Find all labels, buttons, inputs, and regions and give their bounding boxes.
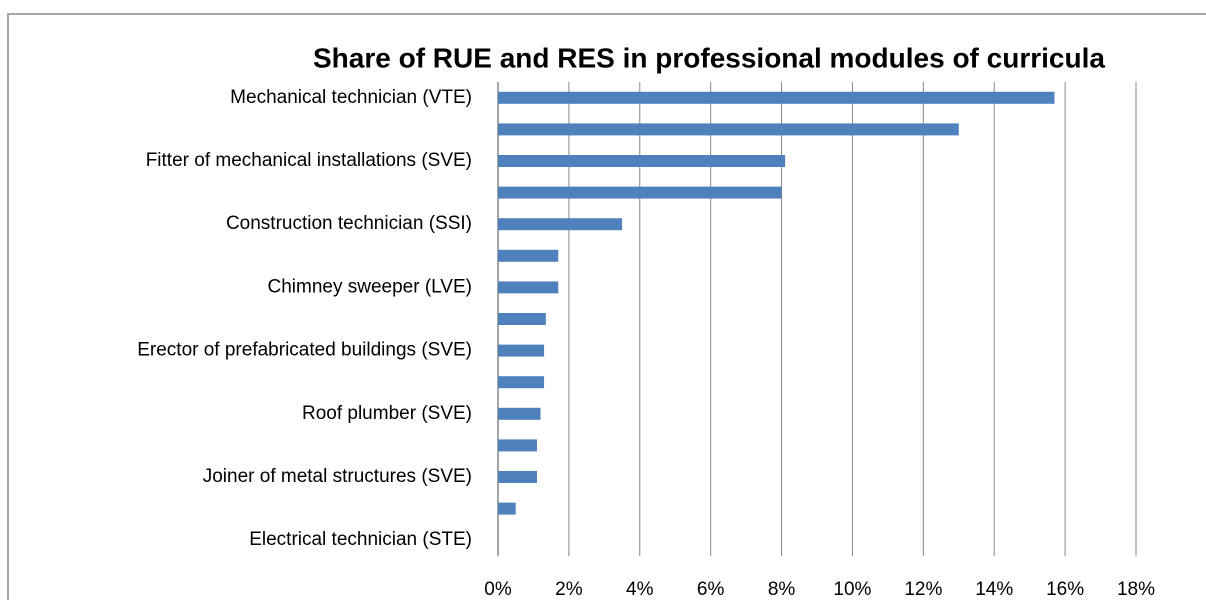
- bar: [498, 376, 545, 389]
- bar: [498, 439, 537, 452]
- y-tick-label: Electrical technician (STE): [249, 529, 472, 550]
- x-tick-label: 0%: [484, 579, 512, 600]
- y-tick-label: Construction technician (SSI): [226, 213, 472, 234]
- x-tick-label: 12%: [904, 579, 942, 600]
- y-tick-label: Roof plumber (SVE): [302, 403, 472, 424]
- y-tick-label: Joiner of metal structures (SVE): [203, 466, 472, 487]
- bar: [498, 344, 545, 357]
- y-tick-label: Mechanical technician (VTE): [230, 87, 472, 108]
- bar: [498, 281, 559, 294]
- x-tick-label: 14%: [975, 579, 1013, 600]
- y-tick-label: Chimney sweeper (LVE): [267, 276, 472, 297]
- x-tick-label: 18%: [1117, 579, 1155, 600]
- bar: [498, 249, 559, 262]
- bar: [498, 502, 516, 515]
- y-tick-label: Erector of prefabricated buildings (SVE): [137, 340, 472, 361]
- bar: [498, 155, 786, 167]
- x-tick-label: 8%: [768, 579, 796, 600]
- chart-title: Share of RUE and RES in professional mod…: [313, 42, 1105, 73]
- bar: [498, 313, 546, 325]
- y-tick-label: Fitter of mechanical installations (SVE): [146, 150, 472, 171]
- bar: [498, 123, 959, 136]
- bar: [498, 218, 623, 231]
- x-tick-label: 16%: [1046, 579, 1084, 600]
- bar: [498, 186, 782, 199]
- chart-frame: [7, 13, 1206, 600]
- x-tick-label: 6%: [697, 579, 725, 600]
- x-tick-label: 10%: [833, 579, 871, 600]
- x-tick-label: 2%: [555, 579, 583, 600]
- bar: [498, 91, 1055, 104]
- x-tick-label: 4%: [626, 579, 654, 600]
- bar: [498, 407, 541, 420]
- bar: [498, 471, 537, 483]
